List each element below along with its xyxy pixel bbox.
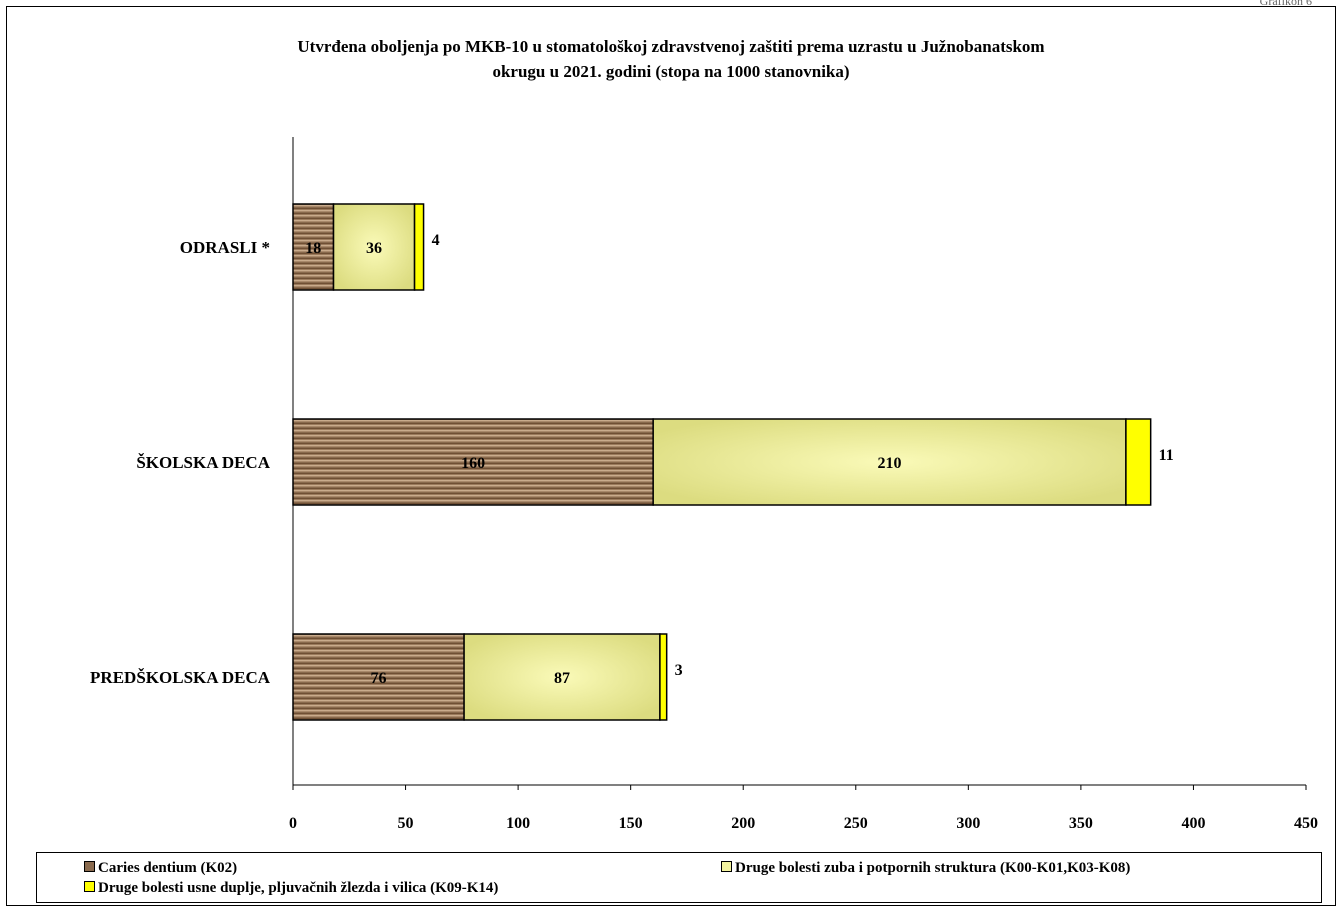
data-label-odrasli-s1: 18 (305, 240, 321, 257)
legend-item-caries: Caries dentium (K02) (84, 860, 237, 877)
legend-swatch-zuba (721, 861, 732, 872)
legend-swatch-caries (84, 861, 95, 872)
category-label-odrasli: ODRASLI * (180, 238, 270, 257)
x-tick-label: 250 (844, 815, 868, 832)
data-label-odrasli-s3: 4 (432, 232, 440, 249)
bar-skolska-deca-s3 (1125, 418, 1152, 506)
data-label-predskolska-deca-s2: 87 (554, 670, 570, 687)
x-tick-label: 150 (619, 815, 643, 832)
bar-predskolska-deca-s2 (463, 633, 661, 721)
x-tick-label: 50 (398, 815, 414, 832)
data-label-predskolska-deca-s1: 76 (371, 670, 387, 687)
bar-predskolska-deca-s3 (659, 633, 668, 721)
legend-label-caries: Caries dentium (K02) (98, 860, 238, 876)
x-tick-label: 200 (731, 815, 755, 832)
x-tick-label: 100 (506, 815, 530, 832)
x-tick-label: 350 (1069, 815, 1093, 832)
chart-legend: Caries dentium (K02) Druge bolesti zuba … (36, 852, 1322, 903)
bar-odrasli-s1 (292, 203, 335, 291)
bar-skolska-deca-s1 (292, 418, 654, 506)
data-label-odrasli-s2: 36 (366, 240, 382, 257)
legend-label-usne: Druge bolesti usne duplje, pljuvačnih žl… (98, 880, 499, 896)
category-label-predskolska-deca: PREDŠKOLSKA DECA (90, 668, 271, 687)
chart-title: Utvrđena oboljenja po MKB-10 u stomatolo… (0, 34, 1342, 84)
page-corner-label: Grafikon 6 (1259, 0, 1312, 8)
data-label-skolska-deca-s3: 11 (1159, 447, 1174, 464)
x-tick-label: 450 (1294, 815, 1318, 832)
bar-odrasli-s2 (332, 203, 416, 291)
category-label-skolska-deca: ŠKOLSKA DECA (136, 453, 270, 472)
x-tick-label: 300 (956, 815, 980, 832)
legend-item-usne: Druge bolesti usne duplje, pljuvačnih žl… (84, 880, 498, 897)
legend-swatch-usne (84, 881, 95, 892)
data-label-predskolska-deca-s3: 3 (675, 662, 683, 679)
x-tick-label: 400 (1181, 815, 1205, 832)
data-label-skolska-deca-s1: 160 (461, 455, 485, 472)
chart-title-line-1: Utvrđena oboljenja po MKB-10 u stomatolo… (297, 37, 1045, 56)
x-tick-label: 0 (289, 815, 297, 832)
bar-odrasli-s3 (413, 203, 425, 291)
data-label-skolska-deca-s2: 210 (878, 455, 902, 472)
legend-label-zuba: Druge bolesti zuba i potpornih struktura… (735, 860, 1131, 876)
legend-item-zuba: Druge bolesti zuba i potpornih struktura… (721, 860, 1130, 877)
chart-title-line-2: okrugu u 2021. godini (stopa na 1000 sta… (492, 62, 850, 81)
